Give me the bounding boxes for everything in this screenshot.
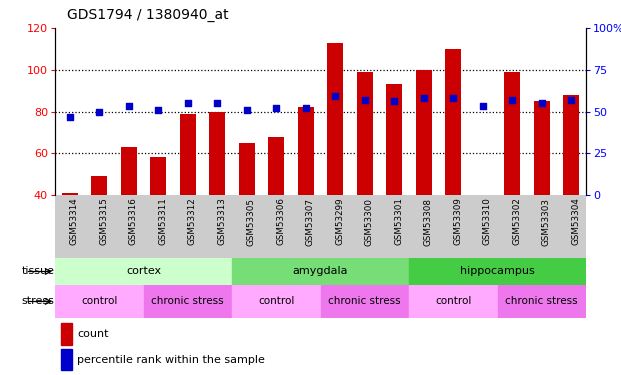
Bar [143,285,232,318]
Text: GSM53303: GSM53303 [542,198,551,246]
Text: GSM53312: GSM53312 [188,198,197,245]
Text: GSM53315: GSM53315 [99,198,108,245]
Text: GSM53313: GSM53313 [217,198,226,245]
Point [389,99,399,105]
Text: GSM53302: GSM53302 [512,198,521,245]
Text: cortex: cortex [126,267,161,276]
Bar [55,285,143,318]
Text: control: control [258,297,294,306]
Bar [91,176,107,195]
Bar [297,107,314,195]
Bar [320,285,409,318]
Text: GSM53309: GSM53309 [453,198,462,245]
Point [271,105,281,111]
Bar [209,111,225,195]
Bar [356,72,373,195]
Text: GDS1794 / 1380940_at: GDS1794 / 1380940_at [68,8,229,22]
Bar [497,285,586,318]
Text: chronic stress: chronic stress [329,297,401,306]
Bar [232,258,409,285]
Bar [445,49,461,195]
Point [183,100,193,106]
Bar [61,349,73,370]
Text: tissue: tissue [21,267,55,276]
Point [478,104,487,110]
Point [419,95,428,101]
Text: GSM53316: GSM53316 [129,198,138,245]
Point [566,97,576,103]
Bar [55,258,232,285]
Point [124,104,134,110]
Point [507,97,517,103]
Text: GSM53305: GSM53305 [247,198,256,246]
Text: GSM53304: GSM53304 [571,198,580,245]
Point [153,107,163,113]
Bar [533,101,550,195]
Point [212,100,222,106]
Bar [386,84,402,195]
Bar [179,114,196,195]
Text: GSM53299: GSM53299 [335,198,344,245]
Text: GSM53306: GSM53306 [276,198,285,245]
Point [330,93,340,99]
Text: hippocampus: hippocampus [460,267,535,276]
Bar [563,95,579,195]
Point [360,97,369,103]
Text: control: control [81,297,117,306]
Point [65,114,75,120]
Bar [268,136,284,195]
Text: count: count [78,329,109,339]
Text: GSM53311: GSM53311 [158,198,167,245]
Bar [120,147,137,195]
Text: GSM53300: GSM53300 [365,198,374,246]
Point [94,108,104,114]
Text: percentile rank within the sample: percentile rank within the sample [78,355,265,364]
Text: GSM53310: GSM53310 [483,198,492,245]
Bar [504,72,520,195]
Point [537,100,546,106]
Bar [409,258,586,285]
Bar [327,43,343,195]
Text: chronic stress: chronic stress [505,297,578,306]
Text: stress: stress [22,297,55,306]
Text: amygdala: amygdala [292,267,348,276]
Bar [61,323,73,345]
Point [301,105,310,111]
Text: GSM53301: GSM53301 [394,198,403,245]
Text: chronic stress: chronic stress [152,297,224,306]
Bar [415,70,432,195]
Bar [409,285,497,318]
Bar [150,158,166,195]
Point [242,107,252,113]
Bar [238,143,255,195]
Text: GSM53307: GSM53307 [306,198,315,246]
Text: GSM53308: GSM53308 [424,198,433,246]
Point [448,95,458,101]
Text: GSM53314: GSM53314 [70,198,79,245]
Text: control: control [435,297,471,306]
Bar [232,285,320,318]
Bar [61,193,78,195]
